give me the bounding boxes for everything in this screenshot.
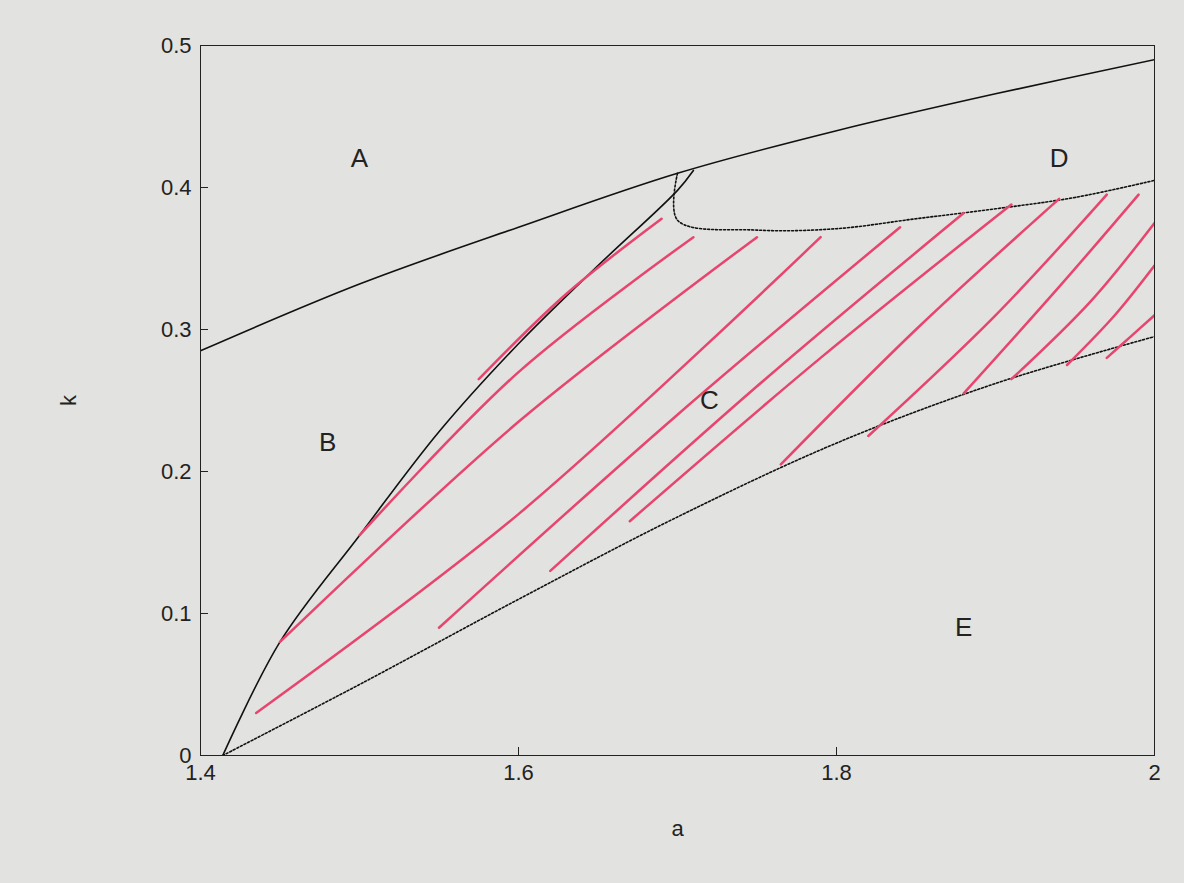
svg-text:D: D <box>1050 143 1069 173</box>
svg-text:0.5: 0.5 <box>161 33 192 58</box>
svg-text:0.4: 0.4 <box>161 175 192 200</box>
svg-text:1.8: 1.8 <box>821 760 852 785</box>
svg-text:1.4: 1.4 <box>185 760 216 785</box>
svg-text:0.1: 0.1 <box>161 601 192 626</box>
svg-text:B: B <box>319 427 336 457</box>
svg-text:C: C <box>700 385 719 415</box>
svg-text:0.2: 0.2 <box>161 459 192 484</box>
svg-text:0.3: 0.3 <box>161 317 192 342</box>
svg-text:a: a <box>671 816 684 841</box>
svg-text:0: 0 <box>179 742 192 768</box>
svg-text:A: A <box>351 143 369 173</box>
svg-text:2: 2 <box>1148 760 1160 785</box>
svg-text:1.6: 1.6 <box>503 760 534 785</box>
svg-text:E: E <box>955 612 972 642</box>
svg-text:k: k <box>56 394 81 406</box>
